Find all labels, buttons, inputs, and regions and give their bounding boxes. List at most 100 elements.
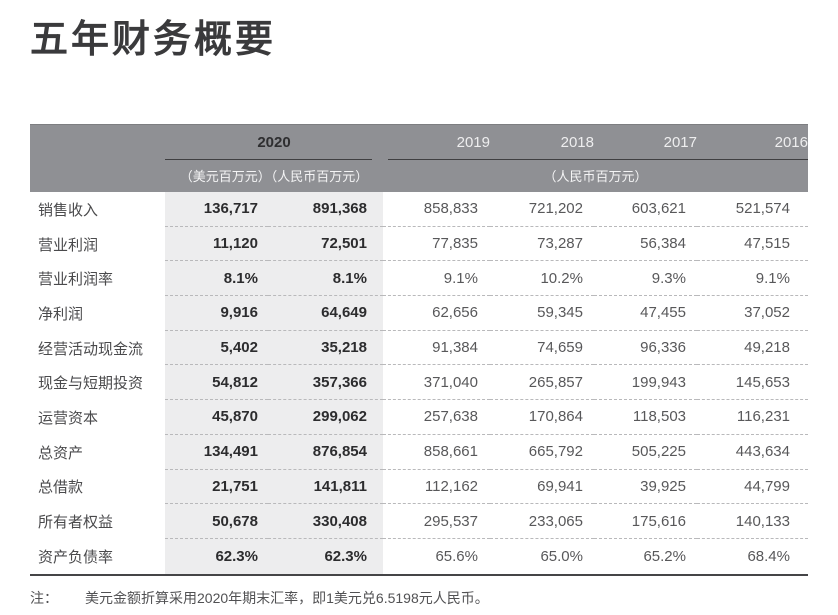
cell-2020-rmb: 330,408 [268, 504, 383, 539]
cell-2020-rmb: 299,062 [268, 400, 383, 435]
cell-2020-rmb: 357,366 [268, 365, 383, 401]
cell-2020-usd: 5,402 [165, 330, 268, 366]
cell-2016: 521,574 [697, 192, 808, 227]
cell-2020-rmb: 876,854 [268, 434, 383, 470]
cell-2016: 44,799 [697, 470, 808, 505]
cell-2020-rmb: 141,811 [268, 469, 383, 505]
cell-2017: 56,384 [594, 227, 697, 262]
cell-2019: 858,661 [383, 435, 490, 470]
cell-2017: 65.2% [643, 547, 686, 565]
table-row-operating-margin: 营业利润率 8.1% 8.1% 9.1% 10.2% 9.3% 9.1% [30, 261, 808, 297]
cell-2020-rmb: 64,649 [268, 296, 383, 331]
cell-2018: 233,065 [490, 504, 594, 539]
header-underline-2020 [165, 159, 372, 160]
cell-2018: 170,864 [490, 400, 594, 435]
cell-2018: 69,941 [490, 470, 594, 505]
row-label: 现金与短期投资 [38, 375, 144, 393]
table-row-sales-revenue: 销售收入 136,717 891,368 858,833 721,202 603… [30, 192, 808, 227]
header-year-2020: 2020 [257, 133, 291, 151]
table-row-operating-cash-flow: 经营活动现金流 5,402 35,218 91,384 74,659 96,33… [30, 330, 808, 366]
cell-2020-rmb: 35,218 [268, 330, 383, 366]
cell-2020-usd: 50,678 [165, 504, 268, 539]
cell-2019: 858,833 [383, 192, 490, 227]
cell-2018: 65.0% [540, 547, 583, 565]
cell-2019: 371,040 [383, 365, 490, 401]
cell-2017: 47,455 [594, 296, 697, 331]
table-body: 销售收入 136,717 891,368 858,833 721,202 603… [30, 192, 808, 576]
page-title: 五年财务概要 [30, 19, 277, 61]
row-label: 销售收入 [38, 201, 99, 219]
row-label: 所有者权益 [38, 514, 114, 532]
header-units-row: （美元百万元）（人民币百万元） （人民币百万元） [30, 160, 808, 190]
table-row-working-capital: 运营资本 45,870 299,062 257,638 170,864 118,… [30, 400, 808, 435]
row-label: 总借款 [38, 479, 84, 497]
cell-2018: 73,287 [490, 227, 594, 262]
cell-2020-usd: 11,120 [165, 226, 268, 262]
cell-2019: 9.1% [383, 261, 490, 297]
header-unit-2020: （美元百万元）（人民币百万元） [179, 168, 369, 184]
cell-2020-usd: 62.3% [165, 538, 268, 574]
cell-2016: 49,218 [697, 331, 808, 366]
cell-2018: 665,792 [490, 435, 594, 470]
header-year-2016: 2016 [774, 133, 808, 151]
row-label: 运营资本 [38, 409, 99, 427]
cell-2019: 62,656 [383, 296, 490, 331]
table-row-debt-ratio: 资产负债率 62.3% 62.3% 65.6% 65.0% 65.2% 68.4… [30, 538, 808, 574]
cell-2018: 265,857 [490, 365, 594, 401]
cell-2020-rmb: 8.1% [268, 261, 383, 297]
header-year-2018: 2018 [560, 133, 594, 151]
cell-2020-rmb: 62.3% [268, 538, 383, 574]
cell-2020-usd: 136,717 [165, 192, 268, 227]
header-spacer [30, 125, 165, 159]
cell-2020-rmb: 72,501 [268, 226, 383, 262]
cell-2020-usd: 134,491 [165, 434, 268, 470]
header-year-2017: 2017 [663, 133, 697, 151]
header-year-2019: 2019 [456, 133, 490, 151]
table-header: 2020 2019 2018 2017 2016 （美元百万元）（人民币百万元）… [30, 124, 808, 192]
row-label: 净利润 [38, 305, 84, 323]
cell-2016: 47,515 [697, 227, 808, 262]
cell-2016: 9.1% [697, 261, 808, 297]
cell-2018: 74,659 [490, 331, 594, 366]
row-label: 营业利润 [38, 236, 99, 254]
cell-2017: 199,943 [594, 365, 697, 401]
row-label: 经营活动现金流 [38, 340, 144, 358]
table-row-operating-profit: 营业利润 11,120 72,501 77,835 73,287 56,384 … [30, 226, 808, 262]
cell-2020-usd: 45,870 [165, 400, 268, 435]
row-label: 总资产 [38, 444, 84, 462]
table-row-owners-equity: 所有者权益 50,678 330,408 295,537 233,065 175… [30, 504, 808, 539]
table-row-net-profit: 净利润 9,916 64,649 62,656 59,345 47,455 37… [30, 296, 808, 331]
header-spacer [30, 160, 165, 190]
cell-2019: 91,384 [383, 331, 490, 366]
cell-2018: 10.2% [490, 261, 594, 297]
cell-2020-usd: 21,751 [165, 469, 268, 505]
cell-2017: 603,621 [594, 192, 697, 227]
cell-2016: 116,231 [697, 400, 808, 435]
table-row-cash-short-term-investments: 现金与短期投资 54,812 357,366 371,040 265,857 1… [30, 365, 808, 401]
footnote-label: 注： [30, 590, 58, 606]
cell-2017: 505,225 [594, 435, 697, 470]
five-year-summary-table: 2020 2019 2018 2017 2016 （美元百万元）（人民币百万元）… [30, 124, 808, 576]
cell-2016: 145,653 [697, 365, 808, 401]
cell-2017: 175,616 [594, 504, 697, 539]
cell-2018: 59,345 [490, 296, 594, 331]
table-row-total-borrowings: 总借款 21,751 141,811 112,162 69,941 39,925… [30, 469, 808, 505]
cell-2016: 68.4% [747, 547, 790, 565]
cell-2019: 257,638 [383, 400, 490, 435]
cell-2019: 65.6% [435, 547, 478, 565]
cell-2020-usd: 9,916 [165, 296, 268, 331]
cell-2016: 443,634 [697, 435, 808, 470]
footnote: 注： 美元金额折算采用2020年期末汇率，即1美元兑6.5198元人民币。 [30, 588, 489, 608]
cell-2019: 77,835 [383, 227, 490, 262]
footnote-text: 美元金额折算采用2020年期末汇率，即1美元兑6.5198元人民币。 [85, 590, 489, 606]
cell-2019: 112,162 [383, 470, 490, 505]
cell-2018: 721,202 [490, 192, 594, 227]
cell-2019: 295,537 [383, 504, 490, 539]
cell-2016: 37,052 [697, 296, 808, 331]
header-underline-prior-years [388, 159, 808, 160]
row-label: 资产负债率 [38, 548, 114, 566]
cell-2017: 39,925 [594, 470, 697, 505]
cell-2020-usd: 54,812 [165, 365, 268, 401]
table-row-total-assets: 总资产 134,491 876,854 858,661 665,792 505,… [30, 434, 808, 470]
